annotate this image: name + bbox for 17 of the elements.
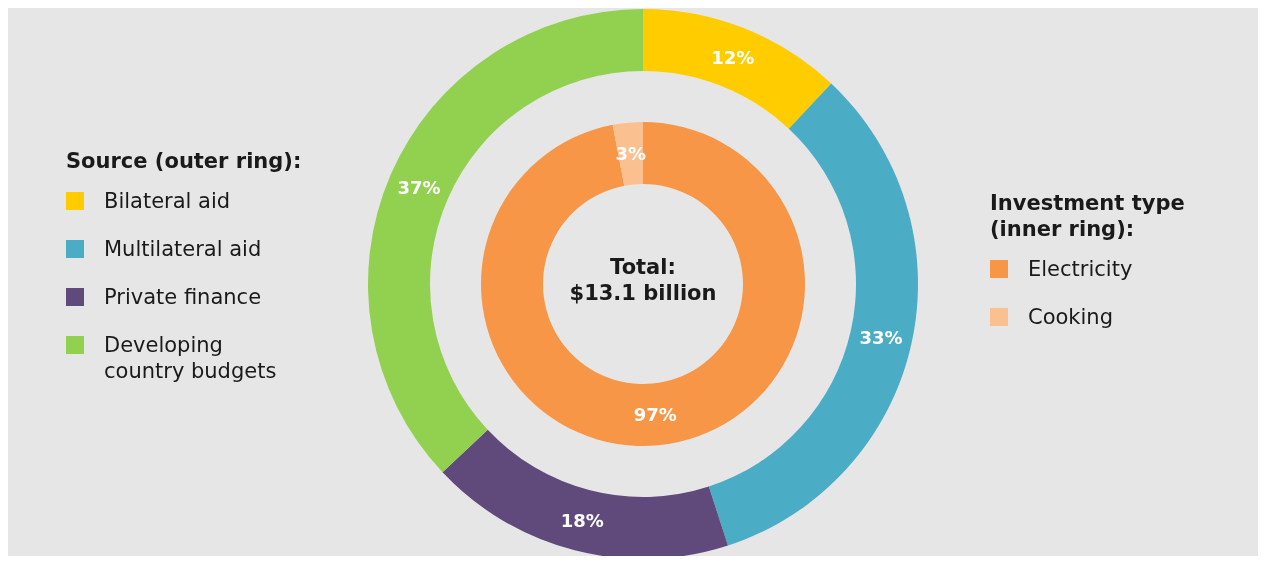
legend-label: Private finance bbox=[104, 284, 263, 310]
legend-label: Bilateral aid bbox=[104, 188, 232, 214]
data-label: 37% bbox=[397, 176, 441, 198]
legend-label: Electricity bbox=[1028, 256, 1134, 282]
data-label: 18% bbox=[560, 509, 604, 531]
legend-label: Cooking bbox=[1028, 304, 1114, 330]
data-label: 12% bbox=[711, 46, 755, 68]
legend-label: Developing country budgets bbox=[104, 332, 278, 384]
data-label: 97% bbox=[633, 403, 677, 425]
text: Total: $13.1 billion bbox=[568, 254, 718, 306]
legend-title: Source (outer ring): bbox=[66, 148, 303, 174]
donut-slice bbox=[643, 9, 832, 129]
legend-label: Multilateral aid bbox=[104, 236, 263, 262]
donut-slice bbox=[481, 122, 805, 446]
donut-slice bbox=[442, 429, 728, 556]
data-label: 33% bbox=[859, 326, 903, 348]
legend-title: Investment type (inner ring): bbox=[990, 190, 1186, 242]
